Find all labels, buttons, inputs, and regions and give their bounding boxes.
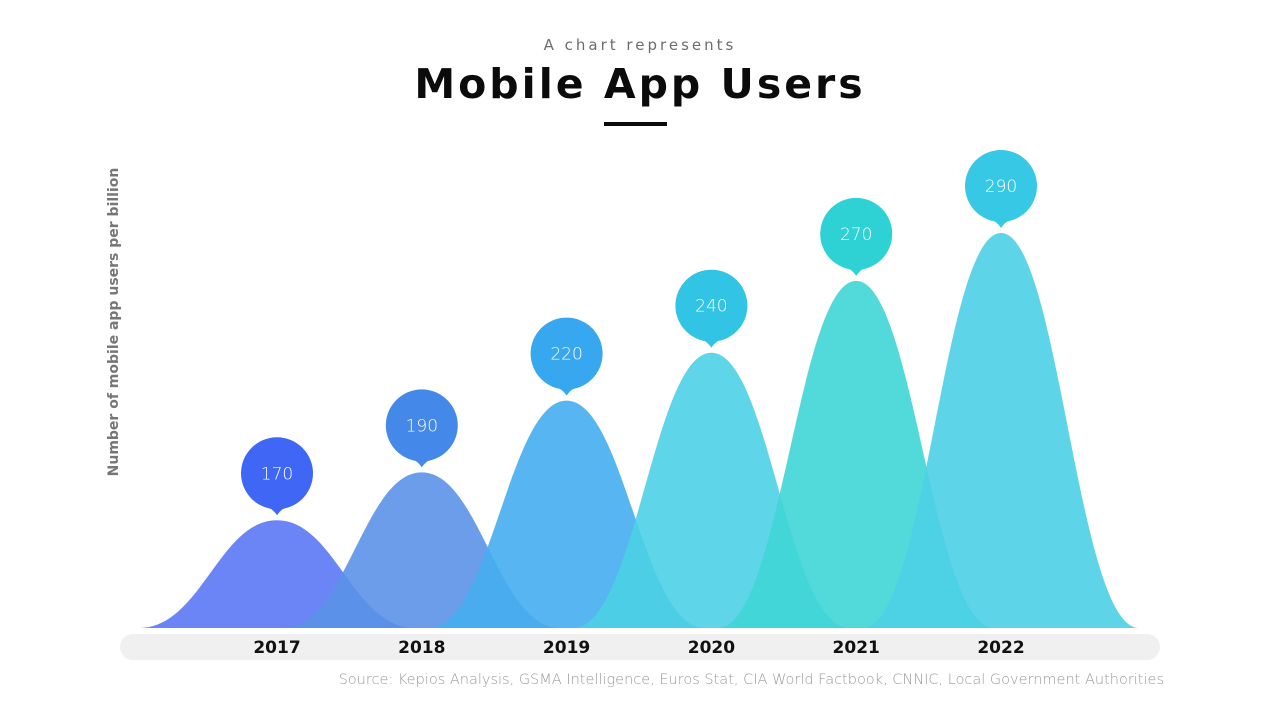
x-tick-label: 2019 (543, 638, 590, 658)
humps-layer (139, 233, 1139, 628)
x-tick-label: 2017 (253, 638, 300, 658)
bubble-circle (820, 197, 893, 270)
bubble-pointer (556, 386, 577, 396)
bubble-pointer (846, 266, 867, 276)
bubble-circle (675, 269, 748, 342)
x-tick-label: 2020 (688, 638, 735, 658)
data-label: 190 (406, 416, 438, 436)
value-bubble-2017: 170 (241, 437, 313, 516)
data-label: 220 (550, 345, 582, 365)
chart-subtitle: A chart represents (543, 36, 737, 54)
value-bubble-2019: 220 (530, 317, 603, 396)
data-label: 170 (261, 464, 293, 484)
data-label: 270 (840, 225, 872, 245)
hump-2022 (863, 233, 1139, 628)
x-axis-bar (120, 634, 1160, 660)
data-label: 240 (695, 297, 727, 317)
value-bubble-2018: 190 (385, 389, 458, 468)
x-tick-label: 2022 (977, 638, 1024, 658)
bubble-pointer (701, 338, 722, 348)
x-tick-label: 2018 (398, 638, 445, 658)
bubble-pointer (411, 458, 432, 468)
x-tick-labels: 2017 2018 2019 2020 2021 2022 (253, 638, 1024, 658)
bubble-circle (241, 437, 313, 510)
bubble-circle (965, 150, 1037, 222)
bubble-pointer (267, 506, 287, 516)
title-underline (604, 122, 667, 126)
value-bubble-2022: 290 (965, 150, 1037, 228)
chart-title: Mobile App Users (414, 60, 866, 108)
bubble-pointer (991, 219, 1011, 228)
bubbles-layer: 170 190 220 240 270 290 (241, 150, 1037, 516)
x-tick-label: 2021 (833, 638, 880, 658)
bubble-circle (530, 317, 603, 390)
bubble-circle (385, 389, 458, 462)
source-note: Source: Kepios Analysis, GSMA Intelligen… (338, 672, 1164, 688)
data-label: 290 (985, 177, 1017, 197)
value-bubble-2020: 240 (675, 269, 748, 348)
value-bubble-2021: 270 (820, 197, 893, 276)
